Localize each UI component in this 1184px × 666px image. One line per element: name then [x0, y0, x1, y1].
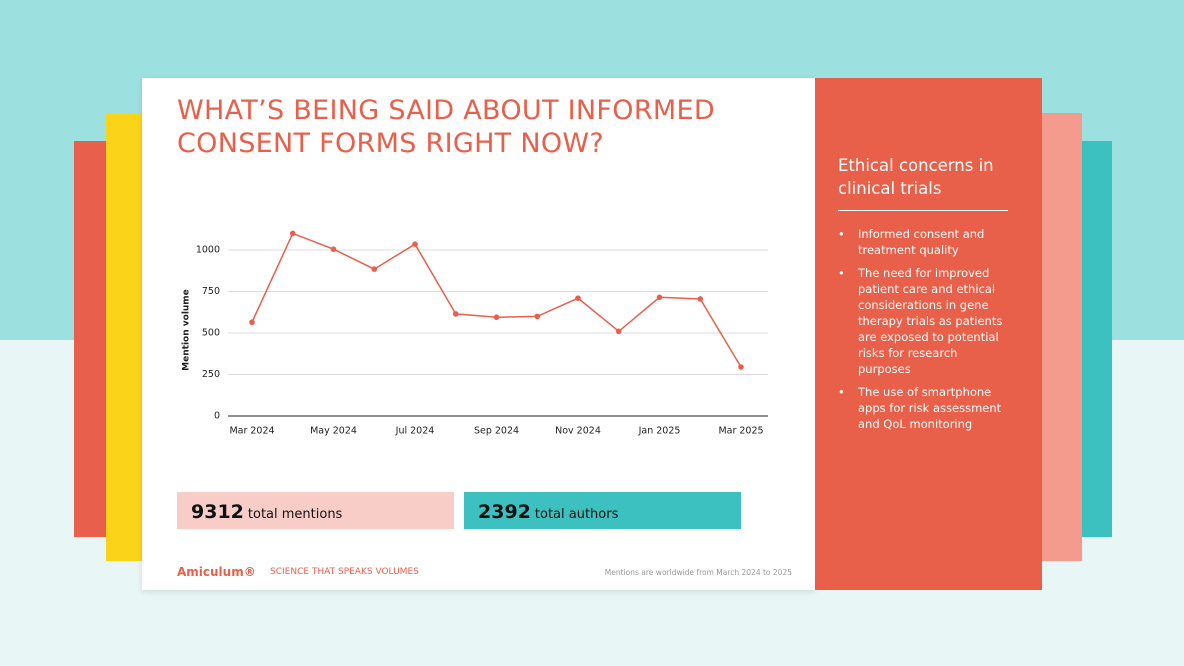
y-tick-label: 0 — [214, 411, 220, 422]
data-point — [289, 230, 296, 237]
title: WHAT’S BEING SAID ABOUT INFORMED CONSENT… — [177, 95, 715, 159]
stat-box: 2392 total authors — [464, 492, 741, 529]
x-tick-label: Jul 2024 — [395, 426, 435, 437]
stat-label: total mentions — [247, 507, 343, 522]
data-point — [534, 313, 541, 320]
deco-card — [106, 113, 142, 561]
bullet: The use of smartphone apps for risk asse… — [838, 384, 1008, 432]
data-point — [371, 266, 378, 272]
deco-card — [1042, 113, 1082, 561]
x-tick-label: Sep 2024 — [474, 426, 519, 437]
stat-label: total authors — [534, 507, 619, 522]
x-tick-label: Mar 2025 — [718, 426, 763, 437]
bullet-list: Informed consent and treatment quality Th… — [838, 226, 1008, 439]
stat-value: 9312 — [191, 501, 244, 523]
stat-box: 9312 total mentions — [177, 492, 454, 529]
data-point — [249, 319, 255, 326]
data-point — [412, 241, 418, 247]
y-tick-label: 750 — [202, 286, 220, 297]
data-point — [575, 295, 581, 301]
x-tick-label: Mar 2024 — [229, 426, 274, 437]
tagline: SCIENCE THAT SPEAKS VOLUMES — [270, 567, 419, 577]
data-point — [738, 364, 744, 370]
y-tick-label: 1000 — [196, 245, 220, 256]
panel-heading: Ethical concerns in clinical trials — [838, 156, 994, 198]
deco-card — [1082, 141, 1112, 537]
data-point — [615, 328, 622, 335]
footnote: Mentions are worldwide from March 2024 t… — [604, 568, 792, 577]
data-point — [330, 246, 337, 252]
y-tick-label: 500 — [202, 328, 220, 339]
data-point — [656, 294, 663, 301]
stat-value: 2392 — [478, 501, 531, 523]
data-point — [697, 296, 704, 302]
x-tick-label: Jan 2025 — [638, 426, 681, 437]
y-tick-label: 250 — [202, 369, 220, 380]
bullet: The need for improved patient care and e… — [838, 265, 1008, 377]
data-point — [493, 314, 500, 321]
data-line — [251, 232, 742, 368]
y-axis-label: Mention volume — [182, 289, 192, 371]
data-point — [452, 311, 459, 317]
x-tick-label: Nov 2024 — [555, 426, 601, 437]
brand: Amiculum® — [177, 565, 256, 579]
divider — [838, 210, 1008, 211]
bullet: Informed consent and treatment quality — [838, 226, 1008, 258]
x-tick-label: May 2024 — [310, 426, 357, 437]
